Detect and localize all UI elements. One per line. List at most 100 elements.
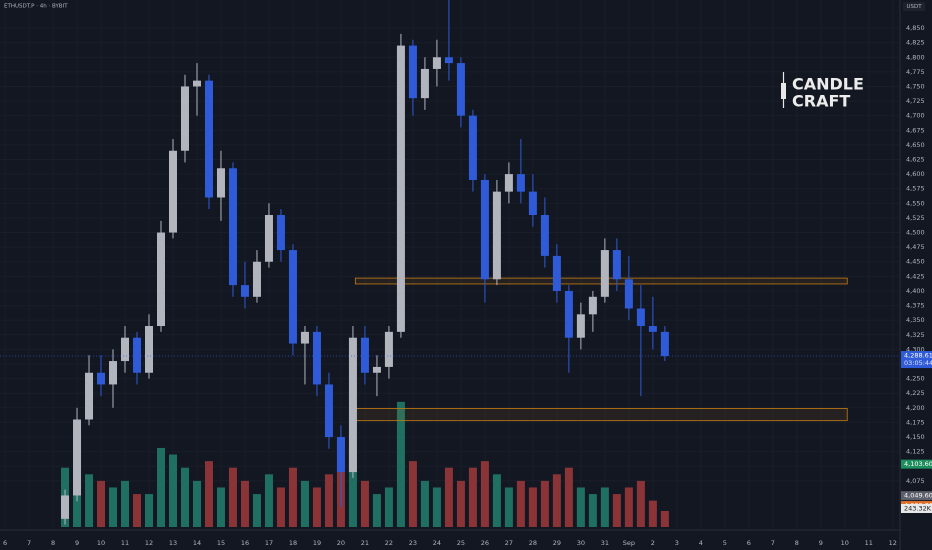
x-tick-label: 7 <box>27 539 31 547</box>
candle-body <box>528 191 537 216</box>
volume-bar <box>192 480 201 527</box>
x-tick-label: 31 <box>601 539 609 547</box>
volume-bar <box>288 467 297 527</box>
volume-bar <box>372 494 381 527</box>
candle-body <box>600 250 609 297</box>
candle-body <box>192 80 201 87</box>
volume-bar <box>168 454 177 527</box>
brand-text: CRAFT <box>792 92 850 111</box>
candle-body <box>312 331 321 385</box>
candle-body <box>624 279 633 309</box>
volume-bar <box>420 480 429 527</box>
y-tick-label: 4,825 <box>906 39 925 47</box>
candle-body <box>372 366 381 373</box>
x-tick-label: 23 <box>409 539 417 547</box>
price-tag-label: 4,049.60 <box>904 492 932 500</box>
candle-body <box>492 191 501 280</box>
y-tick-label: 4,550 <box>906 199 925 207</box>
y-tick-label: 4,850 <box>906 24 925 32</box>
volume-bar <box>444 467 453 527</box>
volume-bar <box>312 487 321 527</box>
candle-body <box>168 150 177 233</box>
x-tick-label: 15 <box>217 539 225 547</box>
y-tick-label: 4,525 <box>906 214 925 222</box>
y-tick-label: 4,225 <box>906 389 925 397</box>
volume-bar <box>276 487 285 527</box>
x-tick-label: 30 <box>577 539 585 547</box>
countdown: 03:05:44 <box>904 359 932 367</box>
volume-bar <box>85 474 94 527</box>
candle-body <box>133 337 142 373</box>
candle-body <box>360 337 369 373</box>
currency: USDT <box>906 4 922 10</box>
x-tick-label: 12 <box>889 539 897 547</box>
volume-bar <box>396 401 405 527</box>
volume-tag <box>901 504 932 513</box>
candle-body <box>73 419 82 496</box>
candle-body <box>85 372 94 420</box>
chart-title: ETHUSDT.P · 4h · BYBIT <box>4 4 68 10</box>
volume-bar <box>468 467 477 527</box>
candle-body <box>432 57 441 69</box>
volume-bar <box>552 474 561 527</box>
candle-body <box>396 45 405 332</box>
x-tick-label: 11 <box>865 539 873 547</box>
candle-body <box>540 215 549 256</box>
candle-body <box>336 437 345 473</box>
volume-bar <box>228 467 237 527</box>
y-tick-label: 4,700 <box>906 112 925 120</box>
y-tick-label: 4,125 <box>906 448 925 456</box>
x-tick-label: 26 <box>481 539 489 547</box>
x-tick-label: 27 <box>505 539 513 547</box>
y-tick-label: 4,800 <box>906 53 925 61</box>
y-tick-label: 4,425 <box>906 272 925 280</box>
y-tick-label: 4,325 <box>906 331 925 339</box>
y-tick-label: 4,150 <box>906 433 925 441</box>
y-tick-label: 4,450 <box>906 258 925 266</box>
y-tick-label: 4,175 <box>906 418 925 426</box>
zone <box>354 407 848 422</box>
x-tick-label: 4 <box>699 539 703 547</box>
x-tick-label: 28 <box>529 539 537 547</box>
volume-bar <box>384 487 393 527</box>
candle-body <box>240 285 249 297</box>
y-tick-label: 4,675 <box>906 126 925 134</box>
volume-bar <box>156 447 165 527</box>
price-tag-label: 4,103.60 <box>904 460 932 468</box>
x-tick-label: 5 <box>723 539 727 547</box>
x-tick-label: Sep <box>623 539 635 547</box>
volume-bar <box>240 480 249 527</box>
y-tick-label: 4,725 <box>906 97 925 105</box>
candle-body <box>576 314 585 338</box>
volume-bar <box>648 500 657 527</box>
y-tick-label: 4,350 <box>906 316 925 324</box>
currency-badge <box>903 2 925 11</box>
last-price-tag <box>901 351 932 369</box>
candle-body <box>408 45 417 99</box>
volume-bar <box>360 480 369 527</box>
x-tick-label: 11 <box>121 539 129 547</box>
candle-body <box>384 331 393 367</box>
x-tick-label: 6 <box>747 539 751 547</box>
y-tick-label: 4,625 <box>906 156 925 164</box>
candle-body <box>276 215 285 251</box>
volume-bar <box>133 494 142 527</box>
candle-body <box>444 57 453 64</box>
candle-body <box>121 337 130 362</box>
candle-body <box>204 80 213 198</box>
candle-body <box>252 261 261 297</box>
candle-body <box>324 384 333 438</box>
candle-body <box>516 174 525 192</box>
x-tick-label: 8 <box>51 539 55 547</box>
y-tick-label: 4,750 <box>906 82 925 90</box>
price-tag <box>901 491 932 501</box>
volume-bar <box>121 480 130 527</box>
x-tick-label: 3 <box>675 539 679 547</box>
volume-bar <box>300 480 309 527</box>
candle-body <box>504 174 513 192</box>
volume-bar <box>636 480 645 527</box>
candle-body <box>300 331 309 344</box>
candle-body <box>636 308 645 327</box>
x-tick-label: 16 <box>241 539 249 547</box>
